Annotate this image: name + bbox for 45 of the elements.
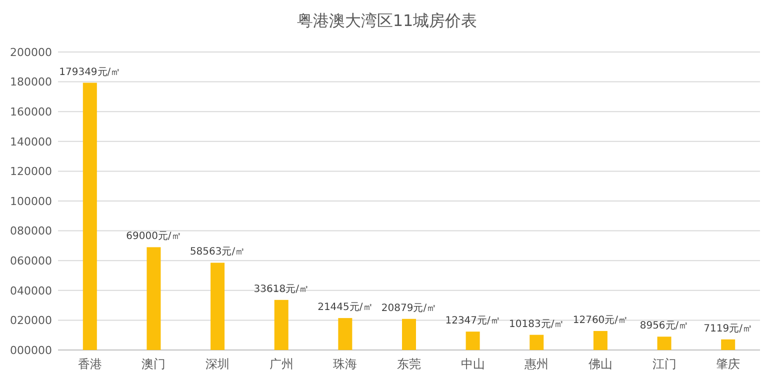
data-label: 179349元/㎡: [59, 66, 121, 78]
y-tick-label: 040000: [10, 284, 52, 298]
y-tick-label: 000000: [10, 344, 52, 357]
y-tick-label: 160000: [10, 105, 52, 118]
data-label: 12760元/㎡: [572, 314, 628, 326]
y-tick-label: 060000: [10, 254, 52, 268]
x-tick-label: 香港: [78, 357, 102, 371]
x-tick-label: 佛山: [588, 357, 612, 371]
chart-title: 粤港澳大湾区11城房价表: [296, 11, 478, 30]
data-label: 69000元/㎡: [126, 231, 182, 242]
bar: [210, 262, 225, 350]
data-label: 21445元/㎡: [318, 302, 373, 314]
bar: [593, 330, 608, 350]
bar: [466, 332, 480, 350]
data-label: 12347元/㎡: [445, 316, 500, 327]
x-tick-label: 江门: [652, 357, 676, 371]
x-tick-label: 广州: [269, 357, 294, 371]
bar: [338, 318, 352, 350]
y-tick-label: 120000: [10, 165, 52, 178]
data-label: 33618元/㎡: [254, 284, 309, 295]
y-tick-label: 080000: [10, 224, 52, 238]
data-label: 10183元/㎡: [509, 318, 564, 330]
bar: [402, 318, 416, 350]
data-label: 8956元/㎡: [640, 320, 689, 332]
bar: [657, 336, 672, 350]
data-label: 58563元/㎡: [190, 246, 246, 258]
x-tick-label: 东莞: [397, 357, 421, 371]
bar: [146, 247, 161, 350]
x-tick-label: 深圳: [206, 357, 230, 371]
y-tick-label: 140000: [10, 135, 52, 148]
x-tick-label: 惠州: [524, 357, 549, 371]
y-tick-label: 200000: [10, 46, 52, 59]
data-label: 7119元/㎡: [704, 323, 753, 334]
data-label: 20879元/㎡: [381, 302, 437, 314]
x-tick-label: 肇庆: [716, 357, 740, 371]
bar: [721, 339, 736, 350]
bar: [274, 300, 288, 350]
y-tick-label: 100000: [10, 194, 52, 208]
x-tick-label: 澳门: [142, 357, 166, 371]
x-tick-label: 珠海: [333, 357, 358, 371]
x-tick-label: 中山: [460, 357, 485, 371]
bar: [82, 82, 97, 350]
bar: [530, 334, 544, 350]
y-tick-label: 020000: [10, 314, 52, 328]
y-tick-label: 180000: [10, 76, 52, 89]
